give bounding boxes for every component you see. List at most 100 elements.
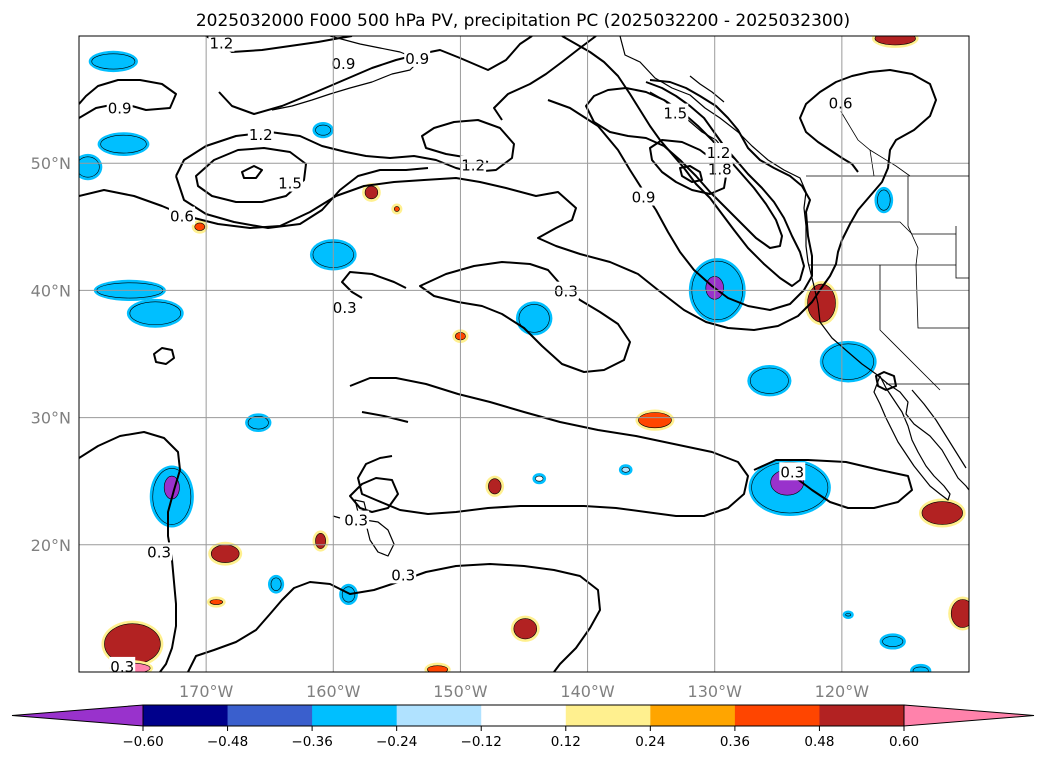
contour-label: 0.3 — [147, 543, 171, 561]
state-border-nv-ut — [955, 226, 969, 279]
contour-label-bg — [779, 462, 806, 481]
contour-1.8-trough — [649, 139, 727, 195]
contour-label: 0.3 — [110, 658, 134, 676]
political-borders — [806, 109, 969, 391]
contour-0.3-east-loop — [753, 459, 913, 509]
contour-label-bg — [277, 173, 304, 192]
colorbar: −0.60 −0.48 −0.36 −0.24 −0.12 0.12 0.24 0.36 0.4… — [11, 704, 1035, 750]
contour-label: 1.2 — [249, 126, 273, 144]
colorbar-segment — [143, 705, 229, 726]
x-tick-label: 170°W — [179, 682, 234, 701]
contour-label: 0.3 — [333, 299, 357, 317]
contour-label: 0.9 — [405, 50, 429, 68]
baja-peninsula — [873, 375, 951, 501]
colorbar-tick-label: 0.48 — [804, 734, 834, 750]
chart-title: 2025032000 F000 500 hPa PV, precipitatio… — [196, 11, 850, 31]
contour-2.1-core — [679, 165, 703, 183]
precip-blob-17 — [750, 367, 789, 394]
contour-label: 1.5 — [663, 105, 687, 123]
contour-0.3-central — [341, 261, 631, 373]
contour-label: 0.3 — [391, 566, 415, 584]
precip-blob-3 — [315, 124, 332, 136]
precip-blob-15 — [877, 189, 891, 211]
contour-label-bg — [208, 36, 235, 52]
precip-blob-0 — [91, 53, 136, 70]
precip-blob-37 — [950, 599, 969, 628]
contour-label-bg — [168, 206, 195, 225]
contour-label: 0.3 — [780, 463, 804, 481]
state-border-id — [907, 176, 969, 329]
colorbar-tick-label: 0.24 — [635, 734, 665, 750]
contour-label: 1.5 — [278, 175, 302, 193]
colorbar-segment — [481, 705, 567, 726]
contour-label-bg — [827, 93, 854, 112]
colorbar-outline — [142, 704, 905, 727]
precip-blob-9 — [129, 301, 182, 326]
contour-label: 0.3 — [554, 283, 578, 301]
contour-label-bg — [146, 542, 173, 561]
map-area: 1.20.9 0.90.91.21.51.20.61.51.21.80.90.60… — [78, 35, 970, 676]
contour-1.2-trough — [561, 36, 805, 287]
precip-blob-1 — [100, 134, 147, 154]
contour-label-bg — [390, 565, 417, 584]
precip-blob-26 — [621, 466, 630, 473]
colorbar-segment — [312, 705, 398, 726]
contour-label-bg — [662, 103, 689, 122]
colorbar-segment — [565, 705, 651, 726]
colorbar-tick-label: 0.60 — [889, 734, 919, 750]
contour-label-bg — [460, 155, 487, 174]
precip-blob-38 — [845, 613, 852, 617]
hawaii-big-island — [364, 519, 395, 557]
contour-0.3-southwest — [79, 431, 181, 672]
contour-0.9-north — [218, 36, 533, 115]
contour-label-bg — [106, 98, 133, 117]
contour-1.5-vortex — [195, 147, 307, 203]
contour-labels: 1.20.9 0.90.91.21.51.20.61.51.21.80.90.60… — [106, 36, 854, 676]
contour-label-bg — [630, 187, 657, 206]
colorbar-segment — [819, 705, 905, 726]
state-border-wa-or — [806, 221, 956, 235]
gulf-of-california-coast — [911, 389, 967, 469]
colorbar-tick-label: −0.60 — [122, 734, 163, 750]
precip-blob-14 — [807, 283, 836, 323]
precip-blob-34 — [209, 599, 223, 605]
contour-0.6-long — [79, 69, 937, 331]
x-tick-label: 120°W — [815, 682, 870, 701]
state-border-ca-nv — [879, 265, 941, 391]
contour-1.8-core — [241, 165, 263, 179]
precip-blob-39 — [427, 665, 449, 672]
map-frame — [78, 35, 970, 673]
contour-label-bg — [109, 656, 136, 672]
contour-0.3-subtropical — [349, 377, 749, 517]
contour-label-bg — [705, 143, 732, 162]
precip-blob-32 — [513, 618, 538, 640]
x-tick-label: 150°W — [433, 682, 488, 701]
precip-blob-27 — [921, 501, 963, 525]
contour-label-bg — [343, 510, 370, 529]
axis-tick-labels: 170°W 160°W 150°W 140°W 130°W 120°W 20°N 30°N 40… — [31, 154, 870, 701]
contour-label: 0.9 — [632, 189, 656, 207]
precip-blob-19 — [247, 416, 269, 430]
colorbar-segment — [396, 705, 482, 726]
y-tick-label: 30°N — [31, 409, 71, 428]
precip-blob-28 — [315, 533, 326, 549]
precip-blob-5 — [194, 222, 206, 231]
contour-label: 0.9 — [108, 100, 132, 118]
precip-blob-35 — [270, 577, 282, 591]
contour-label: 1.2 — [461, 157, 485, 175]
contour-label-bg — [247, 125, 274, 144]
alaska-coast — [271, 36, 421, 111]
colorbar-extend-high — [903, 704, 1035, 727]
precip-blob-2 — [79, 156, 100, 178]
y-tick-label: 50°N — [31, 154, 71, 173]
colorbar-segment — [734, 705, 820, 726]
colorbar-tick-label: −0.24 — [376, 734, 417, 750]
colorbar-segment — [227, 705, 313, 726]
pv-contours — [79, 36, 937, 672]
contour-label-bg — [404, 48, 431, 67]
gridlines — [79, 36, 969, 672]
contour-label: 0.6 — [170, 208, 194, 226]
contour-label-bg — [706, 159, 733, 178]
contour-label: 0.9 — [332, 55, 356, 73]
contour-label: 0.6 — [829, 94, 853, 112]
